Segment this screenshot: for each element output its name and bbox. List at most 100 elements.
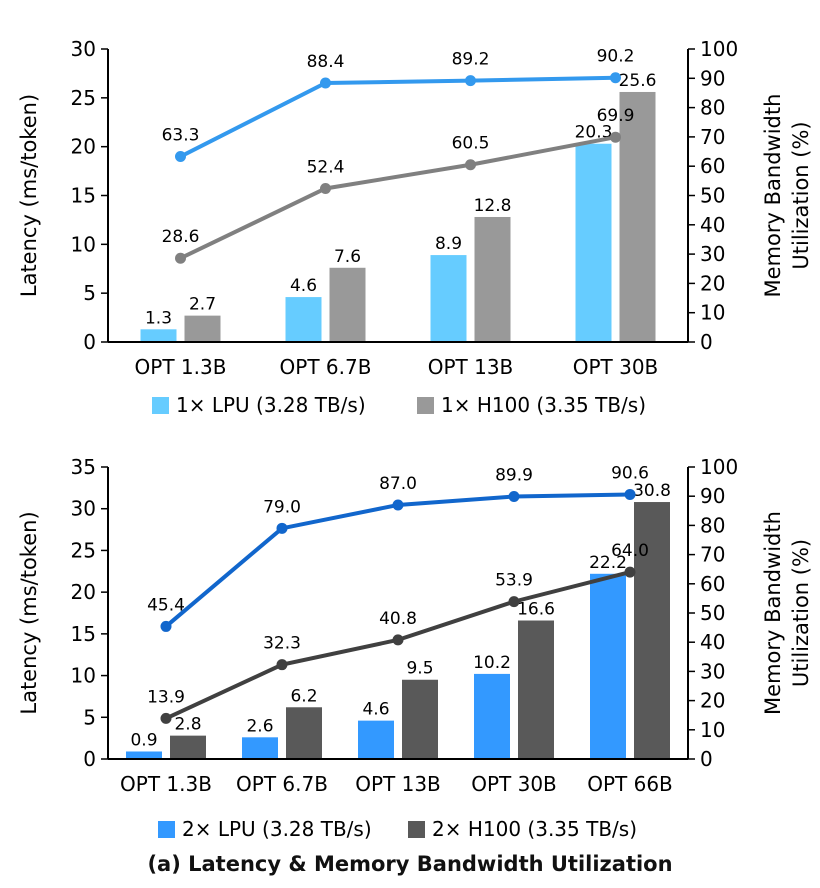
- legend-swatch-h100: [417, 397, 434, 414]
- y-tick-label: 30: [71, 497, 96, 521]
- bar-lpu: [474, 673, 510, 759]
- x-tick-label: OPT 30B: [471, 772, 557, 796]
- bar-lpu: [242, 737, 278, 759]
- y2-tick-label: 20: [700, 271, 725, 295]
- bar-h100: [329, 267, 366, 342]
- utilization-point: [320, 77, 331, 89]
- legend-label: 2× H100 (3.35 TB/s): [432, 817, 637, 841]
- y2-tick-label: 80: [700, 96, 725, 120]
- utilization-point: [276, 522, 288, 534]
- utilization-point: [465, 159, 476, 171]
- bar-value-label: 9.5: [406, 659, 433, 679]
- y2-tick-label: 60: [700, 154, 725, 178]
- bar-value-label: 12.8: [474, 196, 512, 216]
- utilization-point: [465, 75, 476, 87]
- y2-tick-label: 100: [700, 37, 738, 61]
- bar-h100: [634, 502, 670, 759]
- bar-value-label: 2.8: [174, 715, 201, 735]
- y2-tick-label: 0: [700, 747, 713, 771]
- bar-lpu: [590, 573, 626, 759]
- y2-axis-title-line2: Utilization (%): [789, 121, 813, 269]
- y-tick-label: 5: [83, 281, 96, 305]
- figure-caption: (a) Latency & Memory Bandwidth Utilizati…: [147, 852, 673, 876]
- bar-value-label: 10.2: [473, 653, 511, 673]
- legend-label: 1× LPU (3.28 TB/s): [176, 393, 366, 417]
- bar-value-label: 8.9: [435, 234, 462, 254]
- utilization-point: [175, 252, 186, 264]
- utilization-line-h100: [179, 135, 616, 261]
- y-tick-label: 0: [83, 330, 96, 354]
- utilization-point: [392, 499, 404, 511]
- legend-swatch-lpu: [158, 821, 175, 838]
- utilization-point: [624, 566, 636, 578]
- bar-value-label: 7.6: [334, 247, 361, 267]
- utilization-value-label: 64.0: [611, 541, 649, 561]
- y-tick-label: 15: [71, 622, 96, 646]
- bar-h100: [184, 315, 221, 342]
- y2-tick-label: 50: [700, 601, 725, 625]
- y2-tick-label: 40: [700, 630, 725, 654]
- legend-swatch-lpu: [152, 397, 169, 414]
- y-tick-label: 10: [71, 232, 96, 256]
- utilization-point: [610, 131, 621, 143]
- legend-label: 1× H100 (3.35 TB/s): [441, 393, 646, 417]
- y-tick-label: 35: [71, 455, 96, 479]
- bar-value-label: 22.2: [589, 553, 627, 573]
- utilization-point: [392, 634, 404, 646]
- x-tick-label: OPT 13B: [428, 355, 514, 379]
- bar-value-label: 30.8: [633, 481, 671, 501]
- y2-tick-label: 10: [700, 301, 725, 325]
- y-tick-label: 20: [71, 580, 96, 604]
- x-tick-label: OPT 66B: [587, 772, 673, 796]
- y-tick-label: 5: [83, 705, 96, 729]
- bar-value-label: 2.7: [189, 295, 216, 315]
- x-tick-label: OPT 1.3B: [135, 355, 227, 379]
- y2-tick-label: 90: [700, 484, 725, 508]
- y-tick-label: 25: [71, 538, 96, 562]
- bar-lpu: [126, 751, 162, 759]
- y2-tick-label: 20: [700, 689, 725, 713]
- bar-value-label: 16.6: [517, 600, 555, 620]
- y2-tick-label: 50: [700, 184, 725, 208]
- y2-tick-label: 0: [700, 330, 713, 354]
- bar-lpu: [575, 143, 612, 342]
- utilization-value-label: 69.9: [597, 106, 635, 126]
- y2-tick-label: 30: [700, 659, 725, 683]
- y-tick-label: 30: [71, 37, 96, 61]
- utilization-value-label: 45.4: [147, 595, 185, 615]
- y-axis-title: Latency (ms/token): [17, 94, 41, 297]
- utilization-value-label: 60.5: [452, 134, 490, 154]
- y-tick-label: 25: [71, 86, 96, 110]
- utilization-value-label: 89.9: [495, 465, 533, 485]
- bar-lpu: [285, 297, 322, 342]
- utilization-point: [624, 488, 636, 500]
- utilization-value-label: 90.2: [597, 47, 635, 67]
- y-tick-label: 0: [83, 747, 96, 771]
- utilization-value-label: 88.4: [307, 52, 345, 72]
- y2-axis-title-line2: Utilization (%): [789, 539, 813, 687]
- x-tick-label: OPT 6.7B: [280, 355, 372, 379]
- y2-tick-label: 70: [700, 543, 725, 567]
- utilization-value-label: 53.9: [495, 571, 533, 591]
- bar-lpu: [140, 329, 177, 342]
- y2-tick-label: 40: [700, 213, 725, 237]
- bar-h100: [619, 91, 656, 343]
- utilization-value-label: 13.9: [147, 687, 185, 707]
- utilization-value-label: 87.0: [379, 474, 417, 494]
- legend-swatch-h100: [408, 821, 425, 838]
- utilization-line-lpu: [164, 492, 631, 628]
- x-tick-label: OPT 1.3B: [120, 772, 212, 796]
- y-tick-label: 10: [71, 664, 96, 688]
- x-tick-label: OPT 13B: [355, 772, 441, 796]
- utilization-value-label: 28.6: [162, 227, 200, 247]
- y-tick-label: 20: [71, 135, 96, 159]
- y2-tick-label: 10: [700, 718, 725, 742]
- utilization-point: [610, 72, 621, 84]
- bar-value-label: 0.9: [130, 730, 157, 750]
- utilization-value-label: 32.3: [263, 634, 301, 654]
- utilization-value-label: 40.8: [379, 609, 417, 629]
- utilization-value-label: 89.2: [452, 50, 490, 70]
- utilization-point: [276, 659, 288, 671]
- bar-value-label: 4.6: [362, 700, 389, 720]
- utilization-line-lpu: [179, 75, 616, 159]
